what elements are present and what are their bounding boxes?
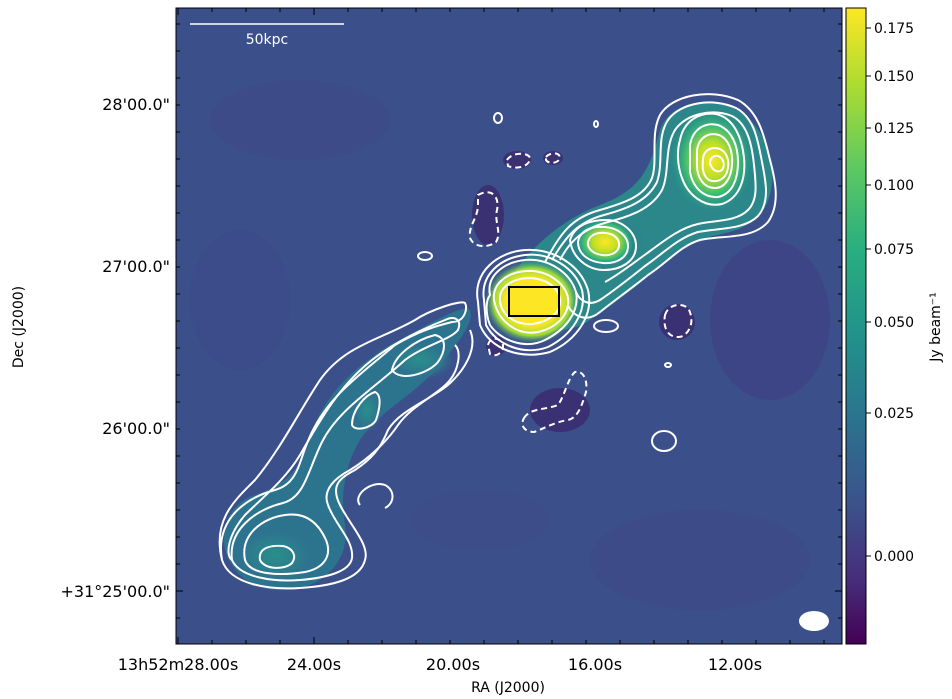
colorbar: 0.175 0.150 0.125 0.100 0.075 0.050 0.02… [845,7,944,645]
colorbar-tick: 0.075 [874,242,914,258]
x-tick-label: 16.00s [568,655,622,674]
colorbar-label: Jy beam⁻¹ [928,292,944,363]
sky-image [176,8,842,644]
contour-lines [218,93,777,590]
y-tick-label: +31°25'00.0" [60,582,170,601]
y-tick-label: 28'00.0" [102,95,170,114]
image-frame [175,7,843,645]
colorbar-tick: 0.175 [874,21,914,37]
scalebar-label: 50kpc [246,32,289,48]
x-tick-label: 12.00s [708,655,762,674]
colorbar-tick: 0.125 [874,121,914,137]
y-tick-labels: 28'00.0" 27'00.0" 26'00.0" +31°25'00.0" [60,95,170,601]
y-axis-label: Dec (J2000) [11,286,27,368]
x-tick-label: 24.00s [287,655,341,674]
y-tick-label: 26'00.0" [102,419,170,438]
x-tick-label: 13h52m28.00s [118,655,239,674]
core-box [508,286,560,317]
colorbar-tick: 0.025 [874,406,914,422]
colorbar-tick: 0.100 [874,178,914,194]
negative-contours [468,152,693,434]
x-axis-label: RA (J2000) [471,680,545,696]
x-tick-labels: 13h52m28.00s 24.00s 20.00s 16.00s 12.00s [118,655,762,674]
tick-marks [176,8,842,644]
y-tick-label: 27'00.0" [102,257,170,276]
colorbar-tick: 0.000 [874,549,914,565]
colorbar-tick: 0.150 [874,69,914,85]
scalebar: 50kpc [190,23,344,48]
colorbar-tick: 0.050 [874,315,914,331]
x-tick-label: 20.00s [426,655,480,674]
colorbar-gradient [845,7,867,645]
beam-ellipse [799,611,829,631]
